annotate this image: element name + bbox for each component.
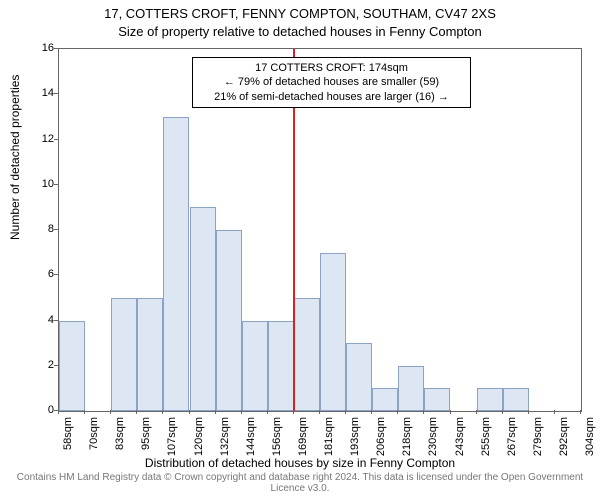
- x-tick-label: 58sqm: [62, 417, 74, 461]
- x-tick: [189, 410, 190, 414]
- annotation-line: 21% of semi-detached houses are larger (…: [199, 90, 464, 104]
- histogram-bar: [346, 343, 372, 411]
- x-tick-label: 255sqm: [480, 417, 492, 461]
- histogram-bar: [242, 321, 268, 412]
- x-tick-label: 243sqm: [454, 417, 466, 461]
- x-tick-label: 218sqm: [401, 417, 413, 461]
- y-tick-label: 16: [42, 42, 54, 54]
- y-tick-label: 12: [42, 133, 54, 145]
- x-tick: [502, 410, 503, 414]
- x-tick: [450, 410, 451, 414]
- histogram-bar: [372, 388, 398, 411]
- x-tick: [241, 410, 242, 414]
- histogram-bar: [477, 388, 503, 411]
- x-tick-label: 181sqm: [323, 417, 335, 461]
- histogram-bar: [190, 207, 216, 411]
- x-tick: [293, 410, 294, 414]
- x-tick: [345, 410, 346, 414]
- x-tick-label: 83sqm: [114, 417, 126, 461]
- x-tick: [215, 410, 216, 414]
- x-tick-label: 206sqm: [375, 417, 387, 461]
- x-tick-label: 169sqm: [297, 417, 309, 461]
- chart-title-sub: Size of property relative to detached ho…: [0, 24, 600, 39]
- y-tick-label: 14: [42, 87, 54, 99]
- histogram-bar: [320, 253, 346, 411]
- x-tick: [397, 410, 398, 414]
- histogram-bar: [424, 388, 450, 411]
- x-tick-label: 292sqm: [558, 417, 570, 461]
- x-tick: [319, 410, 320, 414]
- annotation-box: 17 COTTERS CROFT: 174sqm← 79% of detache…: [192, 57, 471, 108]
- attribution-text: Contains HM Land Registry data © Crown c…: [0, 472, 600, 494]
- x-tick-label: 230sqm: [427, 417, 439, 461]
- x-tick-label: 120sqm: [193, 417, 205, 461]
- x-tick: [580, 410, 581, 414]
- x-tick: [58, 410, 59, 414]
- x-tick-label: 267sqm: [506, 417, 518, 461]
- histogram-bar: [111, 298, 137, 411]
- x-tick-label: 156sqm: [271, 417, 283, 461]
- chart-title-main: 17, COTTERS CROFT, FENNY COMPTON, SOUTHA…: [0, 6, 600, 21]
- x-tick: [84, 410, 85, 414]
- histogram-bar: [137, 298, 163, 411]
- x-tick-label: 193sqm: [349, 417, 361, 461]
- x-tick: [110, 410, 111, 414]
- x-tick-label: 70sqm: [88, 417, 100, 461]
- histogram-bar: [59, 321, 85, 412]
- histogram-bar: [216, 230, 242, 411]
- x-tick-label: 144sqm: [245, 417, 257, 461]
- histogram-bar: [398, 366, 424, 411]
- histogram-bar: [163, 117, 189, 411]
- y-tick-label: 10: [42, 178, 54, 190]
- x-axis-label: Distribution of detached houses by size …: [0, 456, 600, 470]
- x-tick-label: 279sqm: [532, 417, 544, 461]
- histogram-bar: [268, 321, 294, 412]
- x-tick: [136, 410, 137, 414]
- annotation-line: 17 COTTERS CROFT: 174sqm: [199, 61, 464, 75]
- x-tick-label: 304sqm: [584, 417, 596, 461]
- plot-area: 17 COTTERS CROFT: 174sqm← 79% of detache…: [58, 48, 582, 412]
- x-tick: [528, 410, 529, 414]
- x-tick-label: 95sqm: [140, 417, 152, 461]
- annotation-line: ← 79% of detached houses are smaller (59…: [199, 75, 464, 89]
- chart-container: 17, COTTERS CROFT, FENNY COMPTON, SOUTHA…: [0, 0, 600, 500]
- histogram-bar: [503, 388, 529, 411]
- histogram-bar: [294, 298, 320, 411]
- y-axis-label: Number of detached properties: [8, 75, 22, 240]
- x-tick: [423, 410, 424, 414]
- x-tick: [162, 410, 163, 414]
- x-tick: [371, 410, 372, 414]
- x-tick-label: 107sqm: [166, 417, 178, 461]
- x-tick: [476, 410, 477, 414]
- x-tick: [267, 410, 268, 414]
- x-tick: [554, 410, 555, 414]
- x-tick-label: 132sqm: [219, 417, 231, 461]
